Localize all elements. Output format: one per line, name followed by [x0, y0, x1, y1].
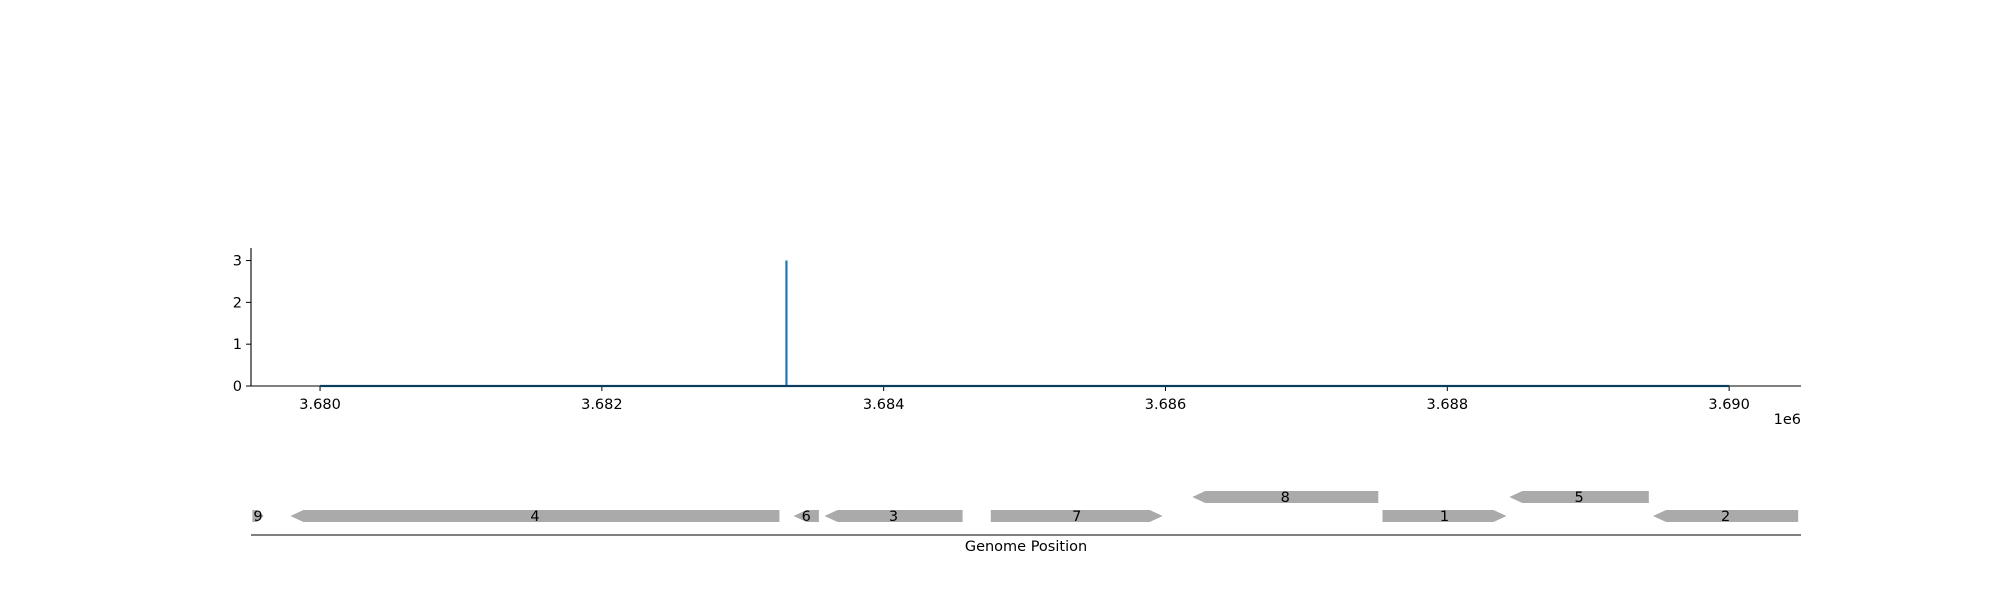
x-tick-label: 3.682 — [581, 397, 623, 413]
gene-label: 9 — [253, 509, 262, 525]
gene-label: 5 — [1574, 490, 1583, 506]
gene-arrow — [290, 510, 780, 522]
gene-label: 6 — [802, 509, 811, 525]
gene-label: 4 — [530, 509, 539, 525]
gene-arrow — [1653, 510, 1799, 522]
gene-arrow — [990, 510, 1163, 522]
gene-label: 8 — [1281, 490, 1290, 506]
x-tick-label: 3.686 — [1145, 397, 1187, 413]
x-tick-label: 3.688 — [1427, 397, 1469, 413]
gene-arrow — [1192, 491, 1379, 503]
gene-arrow — [824, 510, 963, 522]
gene-arrows: 9 4 6 3 7 8 1 5 2 — [252, 490, 1799, 525]
coverage-series — [320, 260, 1730, 388]
y-tick-label: 0 — [233, 379, 242, 395]
gene-track: 9 4 6 3 7 8 1 5 2 Genome Position — [251, 490, 1801, 555]
x-tick-label: 3.684 — [863, 397, 905, 413]
y-tick-label: 3 — [233, 254, 242, 270]
gene-label: 1 — [1440, 509, 1449, 525]
x-axis-offset-label: 1e6 — [1774, 412, 1801, 428]
gene-arrow — [1509, 491, 1649, 503]
coverage-plot: 0 1 2 3 3.680 3.682 3.684 3.686 3.688 3.690 1e6 — [233, 248, 1801, 428]
x-axis-ticks: 3.680 3.682 3.684 3.686 3.688 3.690 — [299, 386, 1750, 413]
gene-label: 7 — [1072, 509, 1081, 525]
gene-arrow — [793, 510, 819, 522]
y-tick-label: 2 — [233, 295, 242, 311]
gene-arrow — [1382, 510, 1507, 522]
y-axis-ticks: 0 1 2 3 — [233, 254, 251, 395]
coverage-line — [320, 260, 1730, 388]
x-axis-title: Genome Position — [965, 539, 1087, 555]
gene-label: 3 — [889, 509, 898, 525]
y-tick-label: 1 — [233, 337, 242, 353]
gene-arrow — [252, 510, 264, 522]
x-tick-label: 3.680 — [299, 397, 341, 413]
gene-label: 2 — [1721, 509, 1730, 525]
x-tick-label: 3.690 — [1708, 397, 1750, 413]
